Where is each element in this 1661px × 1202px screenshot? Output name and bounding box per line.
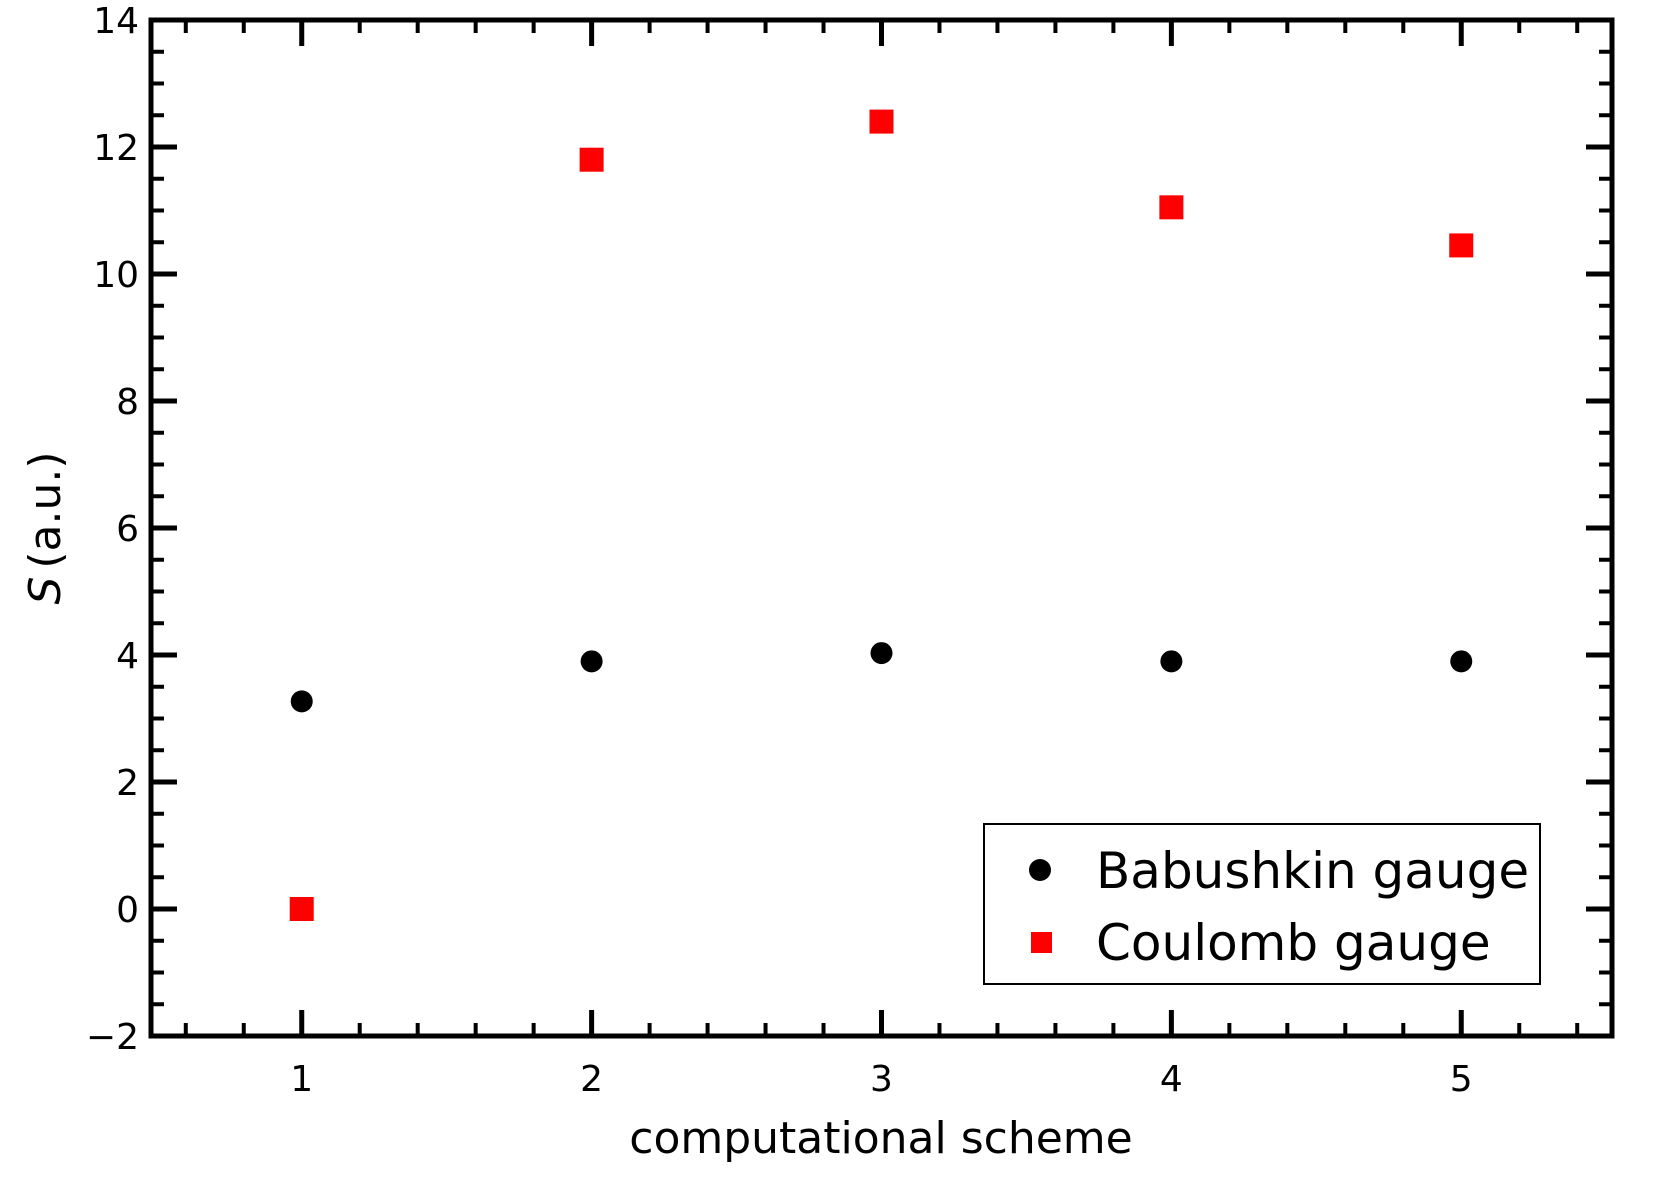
y-tick-label: −2 (86, 1017, 139, 1058)
babushkin-point (580, 650, 603, 673)
x-tick-label: 3 (870, 1059, 893, 1100)
legend-label-babushkin: Babushkin gauge (1096, 842, 1529, 900)
y-tick-label: 12 (93, 128, 139, 169)
legend-box (983, 823, 1541, 985)
x-tick-label: 4 (1160, 1059, 1183, 1100)
x-axis-label: computational scheme (629, 1113, 1132, 1164)
y-tick-label: 14 (93, 1, 139, 42)
plot-frame (148, 17, 1615, 1039)
y-axis-symbol: S (20, 577, 71, 605)
x-tick-label: 5 (1450, 1059, 1473, 1100)
babushkin-point (1160, 650, 1183, 673)
y-tick-label: 10 (93, 255, 139, 296)
y-tick-label: 8 (116, 382, 139, 423)
coulomb-point (1159, 195, 1184, 220)
y-axis-unit: (a.u.) (20, 451, 71, 568)
legend-marker-coulomb (1031, 932, 1052, 953)
x-tick-label: 2 (580, 1059, 603, 1100)
legend: Babushkin gauge Coulomb gauge (983, 823, 1541, 985)
legend-marker-babushkin (1029, 859, 1051, 881)
coulomb-point (869, 109, 894, 134)
y-tick-label: 4 (116, 636, 139, 677)
coulomb-point (579, 147, 604, 172)
babushkin-point (1450, 650, 1473, 673)
y-tick-label: 6 (116, 509, 139, 550)
babushkin-point (290, 690, 313, 713)
legend-label-coulomb: Coulomb gauge (1096, 914, 1491, 972)
coulomb-point (1449, 233, 1474, 258)
x-tick-label: 1 (290, 1059, 313, 1100)
y-tick-label: 2 (116, 763, 139, 804)
y-axis-label: S (a.u.) (20, 451, 71, 604)
babushkin-point (870, 642, 893, 665)
coulomb-point (289, 897, 314, 921)
y-tick-label: 0 (116, 890, 139, 931)
points-layer (289, 109, 1474, 921)
